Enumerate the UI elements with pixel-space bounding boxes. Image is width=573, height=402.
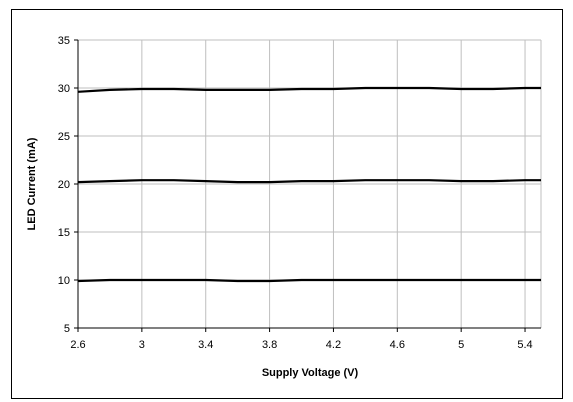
chart-frame	[11, 9, 563, 399]
y-axis-label: LED Current (mA)	[26, 137, 38, 230]
y-tick-label: 35	[58, 35, 70, 47]
series-line-3	[77, 278, 541, 283]
series-line-2	[77, 179, 541, 184]
y-tick-label: 25	[58, 131, 70, 143]
axes	[74, 39, 541, 332]
y-tick-label: 20	[58, 179, 70, 191]
x-tick-label: 3.4	[198, 339, 213, 351]
y-tick-label: 30	[58, 83, 70, 95]
series-line-1	[77, 86, 541, 93]
y-tick-label: 5	[64, 323, 70, 335]
x-axis-label: Supply Voltage (V)	[262, 367, 359, 379]
series-lines	[77, 86, 541, 283]
x-tick-label: 5	[458, 339, 464, 351]
x-tick-label: 5.4	[517, 339, 532, 351]
gridlines	[78, 39, 542, 328]
x-tick-label: 3	[139, 339, 145, 351]
y-tick-label: 10	[58, 275, 70, 287]
x-tick-label: 4.2	[326, 339, 341, 351]
x-tick-label: 2.6	[70, 339, 85, 351]
tick-labels: 5 10 15 20 25 30 35 2.6 3 3.4 3.8 4.2 4.6 5 5.4	[58, 35, 533, 351]
x-tick-label: 3.8	[262, 339, 277, 351]
x-tick-label: 4.6	[390, 339, 405, 351]
y-tick-label: 15	[58, 227, 70, 239]
